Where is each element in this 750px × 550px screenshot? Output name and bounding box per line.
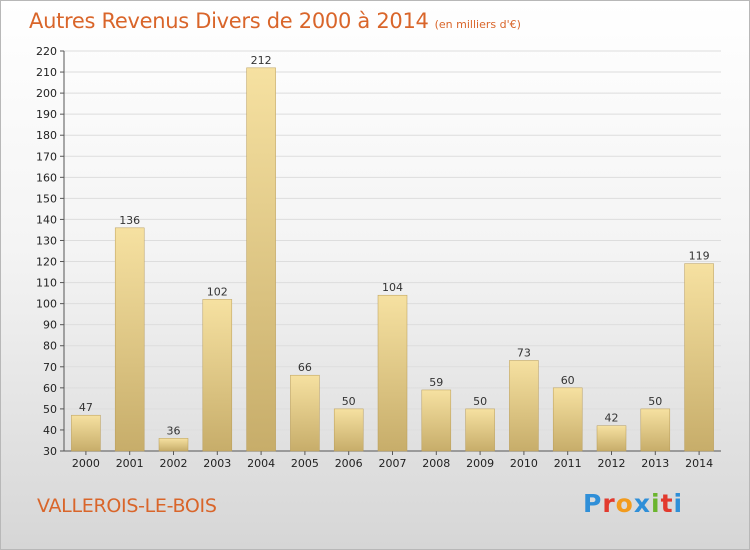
proxiti-logo[interactable]: Proxiti xyxy=(583,489,683,518)
y-tick-label: 180 xyxy=(36,129,57,142)
logo-letter: t xyxy=(660,489,674,518)
y-tick-label: 90 xyxy=(43,319,57,332)
logo-letter: P xyxy=(583,489,603,518)
y-tick-label: 80 xyxy=(43,340,57,353)
x-tick-label: 2011 xyxy=(554,457,582,470)
y-tick-label: 40 xyxy=(43,424,57,437)
y-tick-label: 150 xyxy=(36,192,57,205)
y-tick-label: 60 xyxy=(43,382,57,395)
bar-2009 xyxy=(465,408,495,452)
y-tick-label: 120 xyxy=(36,256,57,269)
data-label-2009: 50 xyxy=(473,395,487,408)
data-label-2008: 59 xyxy=(429,376,443,389)
bar-2008 xyxy=(421,389,452,452)
y-tick-label: 160 xyxy=(36,171,57,184)
data-label-2013: 50 xyxy=(648,395,662,408)
x-tick-label: 2010 xyxy=(510,457,538,470)
y-tick-label: 170 xyxy=(36,150,57,163)
y-tick-label: 130 xyxy=(36,234,57,247)
data-label-2000: 47 xyxy=(79,401,93,414)
x-tick-label: 2003 xyxy=(203,457,231,470)
y-tick-label: 30 xyxy=(43,445,57,458)
chart-title: Autres Revenus Divers de 2000 à 2014 (en … xyxy=(29,9,521,33)
x-tick-label: 2001 xyxy=(116,457,144,470)
x-tick-label: 2013 xyxy=(641,457,669,470)
y-tick-label: 50 xyxy=(43,403,57,416)
data-label-2002: 36 xyxy=(167,424,181,437)
data-label-2012: 42 xyxy=(605,412,619,425)
x-tick-label: 2012 xyxy=(598,457,626,470)
data-label-2003: 102 xyxy=(207,285,228,298)
data-labels: 47 136 36 102 212 66 50 104 59 50 73 60 42 50 119 xyxy=(79,54,710,438)
x-tick-label: 2009 xyxy=(466,457,494,470)
bar-2000 xyxy=(71,414,101,452)
bar-2007 xyxy=(377,294,408,452)
x-tick-label: 2014 xyxy=(685,457,713,470)
x-tick-label: 2008 xyxy=(422,457,450,470)
bar-2001 xyxy=(114,227,145,452)
logo-letter: i xyxy=(651,489,661,518)
y-tick-label: 100 xyxy=(36,298,57,311)
y-tick-label: 220 xyxy=(36,45,57,58)
bar-2006 xyxy=(333,408,364,452)
data-label-2001: 136 xyxy=(119,214,140,227)
data-label-2004: 212 xyxy=(251,54,272,67)
bar-2013 xyxy=(640,408,671,452)
chart-subtitle: (en milliers d'€) xyxy=(434,18,521,31)
bar-2010 xyxy=(509,360,539,452)
logo-letter: x xyxy=(633,489,651,518)
data-label-2005: 66 xyxy=(298,361,312,374)
data-label-2010: 73 xyxy=(517,346,531,359)
bar-2014 xyxy=(684,263,714,452)
bars xyxy=(71,67,714,452)
y-tick-label: 70 xyxy=(43,361,57,374)
x-tick-label: 2006 xyxy=(335,457,363,470)
y-tick-label: 190 xyxy=(36,108,57,121)
bar-2003 xyxy=(202,299,233,452)
x-tick-label: 2000 xyxy=(72,457,100,470)
bar-2011 xyxy=(552,387,583,452)
x-tick-label: 2002 xyxy=(160,457,188,470)
data-label-2014: 119 xyxy=(689,250,710,263)
logo-letter: r xyxy=(602,489,616,518)
x-tick-label: 2005 xyxy=(291,457,319,470)
x-tick-label: 2004 xyxy=(247,457,275,470)
bar-2012 xyxy=(596,425,627,452)
logo-letter: o xyxy=(615,489,634,518)
y-tick-label: 140 xyxy=(36,213,57,226)
bar-2005 xyxy=(290,374,320,452)
logo-letter: i xyxy=(673,489,684,518)
data-label-2007: 104 xyxy=(382,281,403,294)
x-tick-labels: 2000 2001 2002 2003 2004 2005 2006 2007 2008 2009… xyxy=(72,457,713,470)
data-label-2006: 50 xyxy=(342,395,356,408)
bar-2002 xyxy=(158,438,189,452)
y-tick-label: 200 xyxy=(36,87,57,100)
y-tick-labels: 30 40 50 60 70 80 90 100 110 120 130 140 150 160 170 18… xyxy=(36,45,57,458)
chart-title-text: Autres Revenus Divers de 2000 à 2014 xyxy=(29,9,429,33)
bar-2004 xyxy=(246,67,276,452)
x-tick-label: 2007 xyxy=(379,457,407,470)
data-label-2011: 60 xyxy=(561,374,575,387)
y-tick-label: 210 xyxy=(36,66,57,79)
y-tick-label: 110 xyxy=(36,277,57,290)
town-name: VALLEROIS-LE-BOIS xyxy=(37,495,217,517)
